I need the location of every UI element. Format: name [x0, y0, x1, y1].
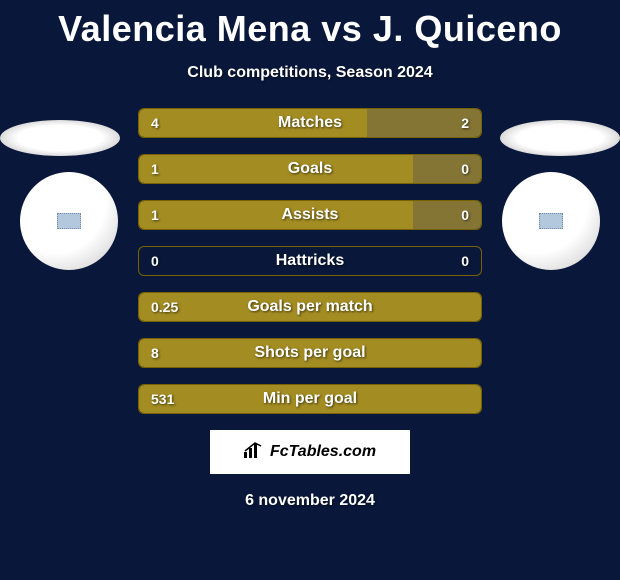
bar-full — [139, 339, 481, 367]
stat-value-right: 0 — [461, 201, 469, 229]
bar-left — [139, 155, 413, 183]
bar-right — [413, 201, 481, 229]
page-title: Valencia Mena vs J. Quiceno — [0, 0, 620, 50]
player-right-ellipse — [500, 120, 620, 156]
stat-row: 531Min per goal — [138, 384, 482, 414]
player-left-ball — [20, 172, 118, 270]
stat-value-left: 0.25 — [151, 293, 178, 321]
bar-full — [139, 385, 481, 413]
logo-text: FcTables.com — [270, 443, 376, 461]
bar-right — [413, 155, 481, 183]
stat-label: Hattricks — [139, 247, 481, 275]
stat-value-right: 2 — [461, 109, 469, 137]
stat-row: 0 0Hattricks — [138, 246, 482, 276]
bar-left — [139, 201, 413, 229]
stat-value-left: 0 — [151, 247, 159, 275]
stats-container: 42Matches10Goals10Assists00Hattricks0.25… — [138, 108, 482, 414]
chart-icon — [244, 442, 264, 463]
footer-date: 6 november 2024 — [0, 492, 620, 510]
stat-value-right: 0 — [461, 155, 469, 183]
stat-value-left: 1 — [151, 155, 159, 183]
bar-left — [139, 109, 367, 137]
stat-value-left: 4 — [151, 109, 159, 137]
stat-value-left: 8 — [151, 339, 159, 367]
player-right-ball — [502, 172, 600, 270]
stat-value-left: 1 — [151, 201, 159, 229]
page-subtitle: Club competitions, Season 2024 — [0, 64, 620, 82]
stat-row: 0.25Goals per match — [138, 292, 482, 322]
bar-full — [139, 293, 481, 321]
placeholder-icon — [57, 213, 81, 229]
stat-row: 42Matches — [138, 108, 482, 138]
placeholder-icon — [539, 213, 563, 229]
stat-row: 8Shots per goal — [138, 338, 482, 368]
logo-box: FcTables.com — [210, 430, 410, 474]
stat-value-right: 0 — [461, 247, 469, 275]
stat-row: 10Assists — [138, 200, 482, 230]
stat-row: 10Goals — [138, 154, 482, 184]
stat-value-left: 531 — [151, 385, 174, 413]
player-left-ellipse — [0, 120, 120, 156]
